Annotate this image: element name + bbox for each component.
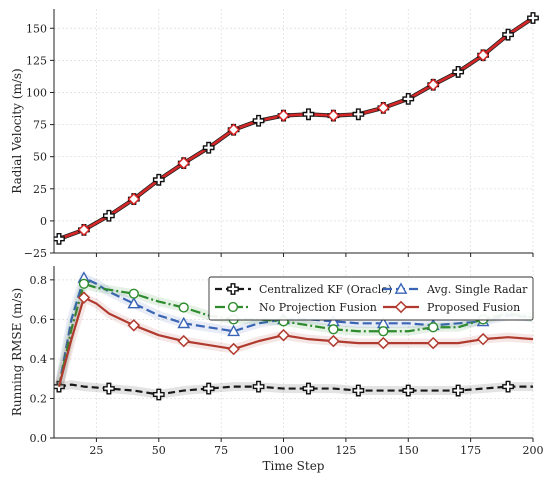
data-point-circle	[128, 288, 139, 299]
y-tick-label: 25	[33, 183, 47, 196]
data-point-cross	[102, 209, 115, 222]
y-tick-label: 0	[40, 215, 47, 228]
truth-point-diamond	[476, 48, 490, 62]
data-point-diamond	[277, 328, 290, 342]
legend-swatch-circle	[227, 301, 239, 313]
y-tick-label: 0.6	[30, 313, 48, 326]
data-point-diamond	[127, 319, 141, 332]
data-point-cross	[302, 108, 315, 121]
data-point-triangle	[227, 324, 241, 337]
velocity-panel: −25 0 25 50 75 100 125 150 Radial Velocity (m/s)	[10, 9, 539, 260]
legend-swatch-diamond	[394, 300, 408, 314]
data-point-circle	[78, 278, 90, 289]
truth-point-diamond	[77, 223, 91, 237]
legend-label: Proposed Fusion	[427, 301, 520, 314]
truth-point-diamond	[327, 109, 340, 122]
truth-point-diamond	[277, 109, 290, 122]
data-point-cross	[402, 92, 415, 105]
series-line	[58, 383, 533, 396]
data-point-cross	[527, 12, 539, 24]
y-tick-label: 0.4	[30, 353, 48, 366]
series-line	[58, 16, 534, 241]
x-tick-label: 125	[335, 444, 356, 457]
data-point-cross	[252, 114, 265, 127]
truth-point-diamond	[227, 123, 240, 136]
x-tick-label: 50	[152, 444, 166, 457]
x-tick-label: 200	[523, 444, 544, 457]
series-estimated-velocity	[54, 12, 539, 245]
series-line	[57, 296, 534, 387]
data-point-circle	[428, 322, 439, 333]
y-tick-label: 0.2	[30, 392, 48, 405]
data-point-diamond	[476, 332, 490, 346]
data-point-triangle	[177, 316, 191, 329]
data-point-cross	[152, 173, 165, 186]
data-point-cross	[502, 380, 514, 393]
x-tick-label: 175	[460, 444, 481, 457]
series-truth-markers	[77, 48, 490, 237]
y-tick-label: 100	[26, 86, 47, 99]
legend-box	[208, 276, 534, 321]
data-point-diamond	[426, 336, 440, 350]
y-tick-label: −25	[24, 247, 47, 260]
data-point-cross	[252, 380, 265, 393]
series-line	[57, 276, 534, 387]
data-point-circle	[328, 324, 339, 335]
legend-label: Centralized KF (Oracle)	[259, 283, 392, 296]
series-proposed-fusion	[54, 291, 534, 388]
data-point-cross	[452, 384, 465, 397]
data-point-diamond	[377, 336, 390, 350]
truth-point-diamond	[127, 192, 141, 206]
data-point-cross	[402, 384, 415, 397]
data-point-cross	[152, 388, 165, 401]
y-axis-label: Radial Velocity (m/s)	[10, 68, 24, 193]
legend-label: No Projection Fusion	[259, 301, 377, 314]
y-tick-label: 150	[26, 22, 47, 35]
data-point-cross	[502, 28, 514, 41]
x-axis-label: Time Step	[263, 459, 325, 473]
x-tick-label: 100	[273, 444, 294, 457]
series-line-shadow	[58, 16, 535, 241]
truth-point-diamond	[177, 156, 190, 170]
data-point-diamond	[327, 334, 340, 348]
truth-point-diamond	[426, 78, 440, 92]
y-tick-label: 0.0	[30, 432, 48, 445]
gridlines	[54, 9, 534, 254]
y-tick-label: 125	[26, 54, 47, 67]
y-axis-label: Running RMSE (m/s)	[10, 288, 24, 416]
series-centralized-kf-oracle-	[54, 380, 533, 401]
legend-swatch-cross	[227, 283, 239, 295]
data-point-cross	[202, 382, 215, 395]
data-point-cross	[202, 141, 215, 154]
data-point-cross	[302, 382, 315, 395]
data-point-diamond	[77, 291, 91, 304]
y-tick-label: 75	[33, 119, 47, 132]
data-point-cross	[452, 66, 465, 78]
rmse-panel: 0.0 0.2 0.4 0.6 0.8 25 50 75 100 125 150 175 200 Runn…	[10, 266, 544, 473]
data-point-circle	[178, 302, 189, 313]
plot-area	[54, 12, 539, 245]
legend: Centralized KF (Oracle) Avg. Single Radar…	[208, 276, 534, 321]
data-point-diamond	[177, 334, 190, 348]
data-point-cross	[102, 382, 115, 395]
x-tick-label: 25	[89, 444, 103, 457]
y-tick-label: 0.8	[30, 274, 48, 287]
data-point-cross	[352, 108, 365, 121]
data-point-cross	[54, 232, 65, 245]
data-point-circle	[378, 326, 389, 337]
data-point-diamond	[227, 342, 240, 356]
legend-swatch-triangle	[394, 282, 408, 294]
y-tick-label: 50	[33, 151, 47, 164]
x-tick-label: 75	[214, 444, 228, 457]
legend-label: Avg. Single Radar	[426, 283, 528, 296]
x-tick-label: 150	[398, 444, 419, 457]
data-point-cross	[352, 384, 365, 397]
data-point-triangle	[127, 296, 141, 309]
truth-point-diamond	[377, 101, 390, 115]
